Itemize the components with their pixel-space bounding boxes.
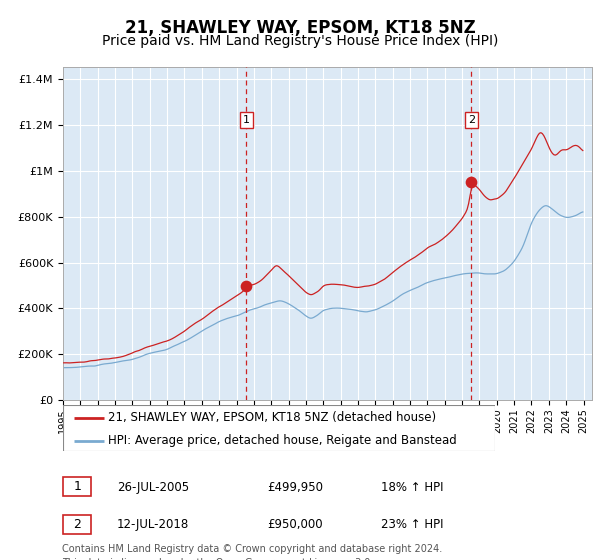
Text: 21, SHAWLEY WAY, EPSOM, KT18 5NZ: 21, SHAWLEY WAY, EPSOM, KT18 5NZ [125, 19, 475, 37]
Text: 2: 2 [468, 115, 475, 125]
Text: HPI: Average price, detached house, Reigate and Banstead: HPI: Average price, detached house, Reig… [109, 434, 457, 447]
Text: 21, SHAWLEY WAY, EPSOM, KT18 5NZ (detached house): 21, SHAWLEY WAY, EPSOM, KT18 5NZ (detach… [109, 411, 436, 424]
Text: 1: 1 [243, 115, 250, 125]
Text: 23% ↑ HPI: 23% ↑ HPI [381, 518, 443, 531]
Text: 26-JUL-2005: 26-JUL-2005 [117, 480, 189, 494]
Text: £950,000: £950,000 [267, 518, 323, 531]
Point [466, 178, 476, 186]
Text: Price paid vs. HM Land Registry's House Price Index (HPI): Price paid vs. HM Land Registry's House … [102, 34, 498, 48]
Text: 1: 1 [73, 480, 82, 493]
Text: 18% ↑ HPI: 18% ↑ HPI [381, 480, 443, 494]
Text: Contains HM Land Registry data © Crown copyright and database right 2024.
This d: Contains HM Land Registry data © Crown c… [62, 544, 442, 560]
Text: 12-JUL-2018: 12-JUL-2018 [117, 518, 189, 531]
Text: 2: 2 [73, 517, 82, 531]
Point [241, 281, 251, 290]
Text: £499,950: £499,950 [267, 480, 323, 494]
